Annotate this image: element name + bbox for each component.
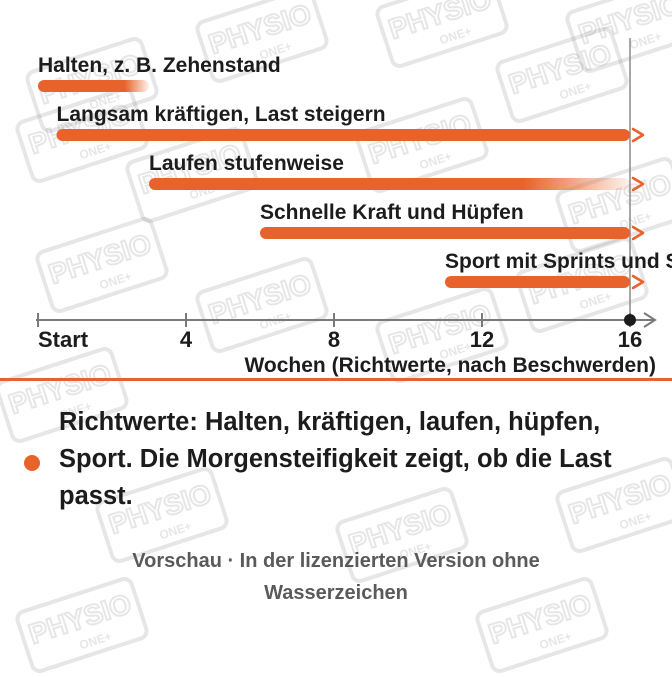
- x-tick-label-1: 4: [180, 327, 193, 352]
- footer-line-2: Wasserzeichen: [264, 582, 408, 604]
- bar-1: [38, 80, 149, 92]
- continue-arrow-5: [631, 274, 645, 290]
- preview-footer: Vorschau · In der lizenzierten Version o…: [0, 545, 672, 609]
- timeline-chart: Halten, z. B. Zehenstand Langsam kräftige…: [36, 38, 672, 377]
- marker-dot: [624, 314, 636, 326]
- bar-label-4: Schnelle Kraft und Hüpfen: [260, 201, 524, 224]
- bar-label-5: Sport mit Sprints und Sprüngen: [445, 250, 672, 273]
- x-tick-label-3: 12: [470, 327, 494, 352]
- bar-5: [445, 276, 630, 288]
- takeaway: Richtwerte: Halten, kräftigen, laufen, h…: [24, 404, 644, 515]
- x-tick-label-0: Start: [38, 327, 89, 352]
- bar-label-1: Halten, z. B. Zehenstand: [38, 54, 281, 77]
- svg-text:ONE+: ONE+: [158, 519, 194, 543]
- bar-3: [149, 178, 630, 190]
- section-divider: [0, 378, 672, 381]
- svg-text:ONE+: ONE+: [538, 629, 574, 653]
- continue-arrow-3: [631, 176, 645, 192]
- x-axis-title: Wochen (Richtwerte, nach Beschwerden): [244, 354, 656, 377]
- takeaway-text: Richtwerte: Halten, kräftigen, laufen, h…: [59, 408, 612, 510]
- bullet-dot: [24, 454, 40, 471]
- x-axis-arrow-icon: [643, 312, 657, 328]
- x-tick-label-4: 16: [618, 327, 642, 352]
- footer-line-1: Vorschau · In der lizenzierten Version o…: [132, 550, 540, 572]
- bar-label-2: Langsam kräftigen, Last steigern: [57, 103, 386, 126]
- x-tick-label-2: 8: [328, 327, 340, 352]
- svg-text:ONE+: ONE+: [78, 629, 114, 653]
- continue-arrow-4: [631, 225, 645, 241]
- bar-label-3: Laufen stufenweise: [149, 152, 344, 175]
- bar-2: [56, 129, 630, 141]
- bar-4: [260, 227, 630, 239]
- continue-arrow-2: [631, 127, 645, 143]
